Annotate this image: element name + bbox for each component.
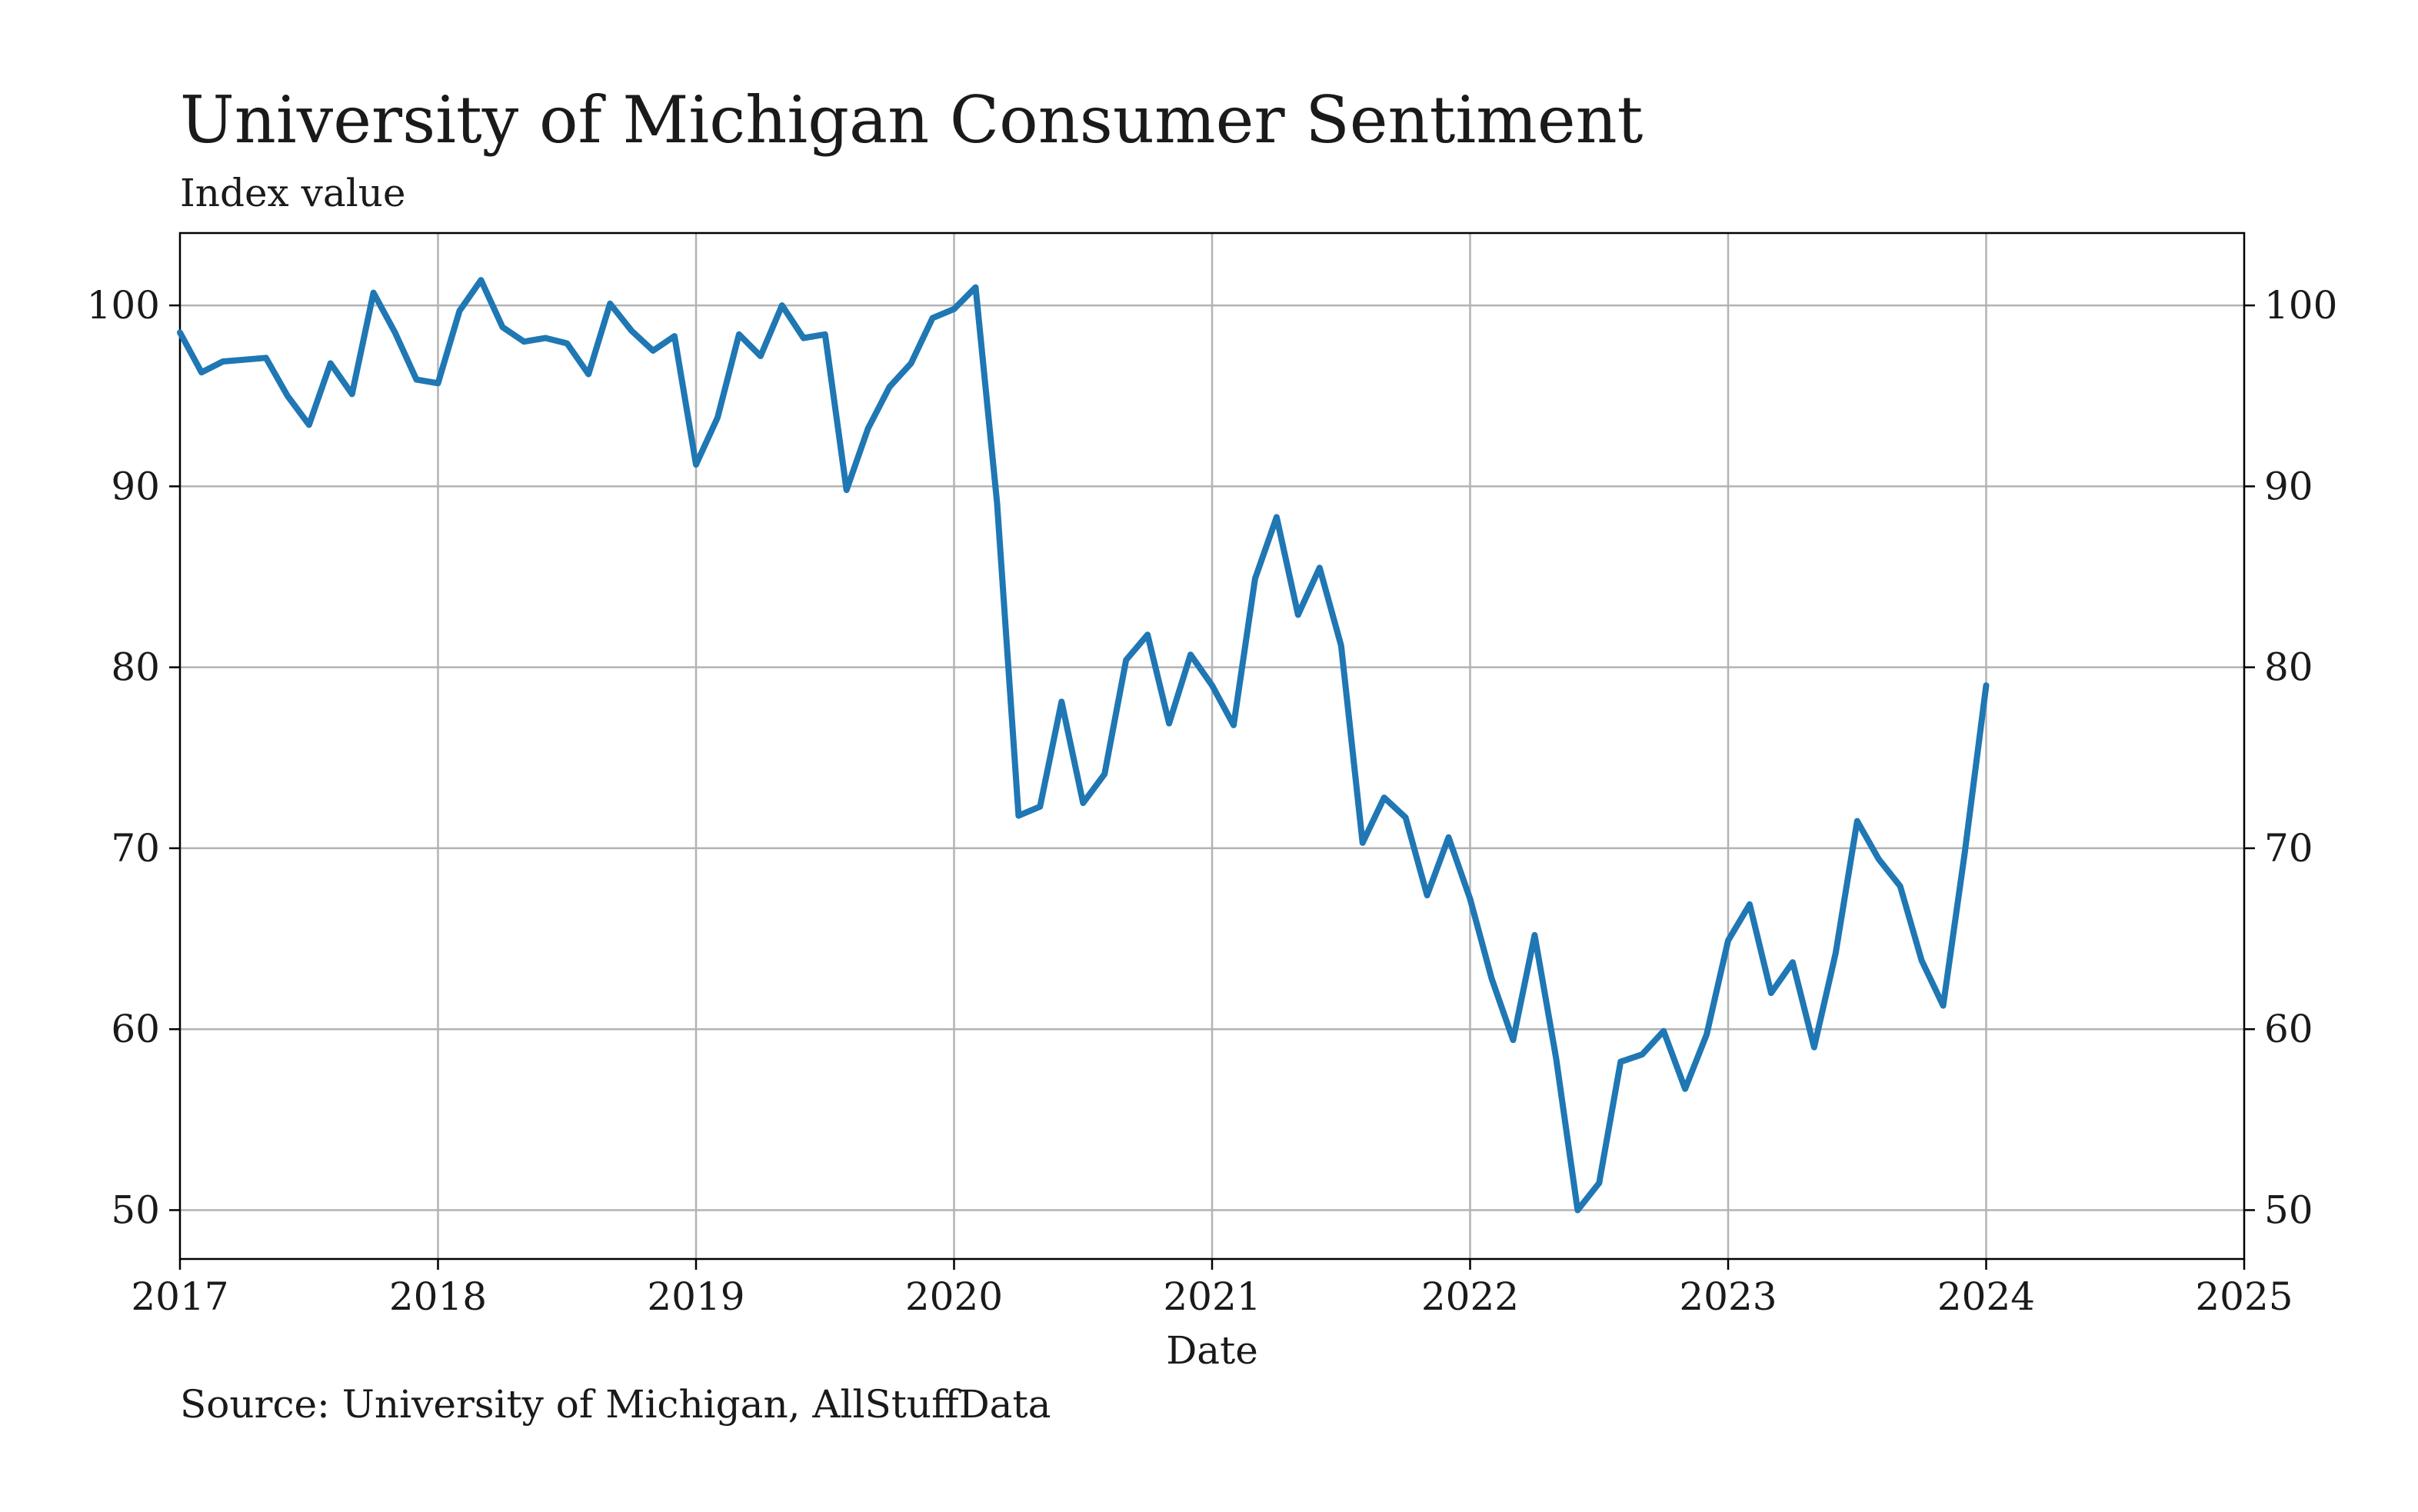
- series-group: [177, 277, 1990, 1214]
- y-tick-labels-right: 50 60 70 80 90 100: [2264, 283, 2337, 1232]
- y-tick-label-left: 50: [111, 1187, 160, 1232]
- x-axis-label: Date: [1166, 1328, 1258, 1373]
- x-tick-label: 2022: [1421, 1274, 1519, 1319]
- source-note: Source: University of Michigan, AllStuff…: [180, 1382, 1051, 1427]
- y-tick-label-left: 80: [111, 645, 160, 690]
- x-tick-label: 2021: [1163, 1274, 1261, 1319]
- x-tick-label: 2025: [2195, 1274, 2293, 1319]
- x-tick-labels: 2017 2018 2019 2020 2021 2022 2023 2024 2025: [131, 1274, 2293, 1319]
- grid: [180, 233, 2244, 1259]
- series-line: [177, 277, 1990, 1214]
- y-tick-label-right: 90: [2264, 464, 2313, 508]
- y-tick-labels-left: 50 60 70 80 90 100: [87, 283, 160, 1232]
- ticks: [169, 304, 2255, 1270]
- x-tick-label: 2019: [647, 1274, 744, 1319]
- y-tick-label-right: 60: [2264, 1007, 2313, 1051]
- x-tick-label: 2024: [1937, 1274, 2035, 1319]
- y-tick-label-right: 80: [2264, 645, 2313, 690]
- x-tick-label: 2020: [905, 1274, 1003, 1319]
- chart-subtitle: Index value: [180, 171, 405, 215]
- x-tick-label: 2023: [1679, 1274, 1777, 1319]
- y-tick-label-right: 70: [2264, 826, 2313, 871]
- x-tick-label: 2018: [389, 1274, 487, 1319]
- x-tick-label: 2017: [131, 1274, 228, 1319]
- y-tick-label-left: 100: [87, 283, 160, 328]
- y-tick-label-left: 60: [111, 1007, 160, 1051]
- y-tick-label-right: 50: [2264, 1187, 2313, 1232]
- y-tick-label-left: 90: [111, 464, 160, 508]
- chart-title: University of Michigan Consumer Sentimen…: [180, 82, 1644, 158]
- y-tick-label-left: 70: [111, 826, 160, 871]
- y-tick-label-right: 100: [2264, 283, 2337, 328]
